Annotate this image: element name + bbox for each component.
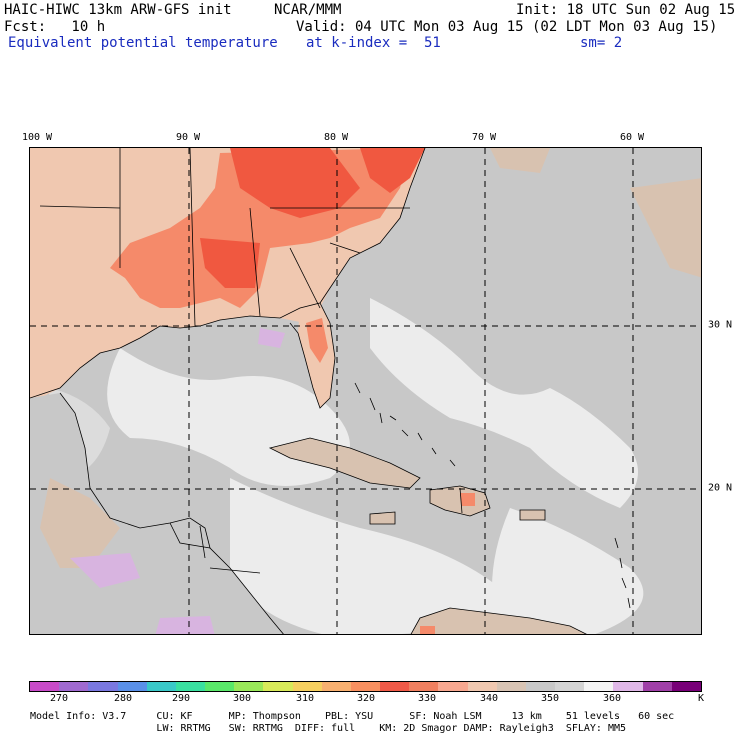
level-label: at k-index = 51 <box>306 35 441 51</box>
coastline <box>319 148 426 304</box>
colorbar-label: 320 <box>356 693 376 704</box>
colorbar-segment <box>234 682 264 691</box>
map-panel <box>29 147 702 635</box>
colorbar-label: 280 <box>113 693 133 704</box>
land-south-america <box>411 608 586 634</box>
colorbar-segment <box>438 682 468 691</box>
tan-zone <box>40 478 120 568</box>
colorbar-segment <box>263 682 293 691</box>
tan-zone <box>490 148 550 173</box>
warm-land-zone <box>420 626 435 634</box>
colorbar-unit: K <box>698 693 705 704</box>
light-ocean-area <box>492 508 644 634</box>
warm-land-zone <box>306 318 328 363</box>
light-ocean-area <box>230 478 504 634</box>
bahamas-islands <box>354 382 456 467</box>
lavender-zone <box>155 616 215 634</box>
colorbar-segment <box>146 682 176 691</box>
state-border <box>39 148 410 327</box>
lon-label-100w: 100 W <box>21 132 53 143</box>
colorbar-segment <box>642 682 672 691</box>
colorbar-segment <box>30 682 60 691</box>
coastline <box>59 392 284 634</box>
country-border <box>169 522 261 574</box>
colorbar-segment <box>409 682 439 691</box>
lavender-zone <box>70 553 140 588</box>
colorbar-label: 300 <box>232 693 252 704</box>
coastline <box>369 509 546 525</box>
colorbar <box>29 681 702 692</box>
hot-land-zone <box>230 148 360 218</box>
lesser-antilles-islands <box>614 537 631 609</box>
light-ocean-area <box>370 298 638 508</box>
model-title: HAIC-HIWC 13km ARW-GFS init <box>4 2 232 18</box>
coastline <box>268 437 421 489</box>
forecast-hour: Fcst: 10 h <box>4 19 106 35</box>
colorbar-segment <box>525 682 556 691</box>
colorbar-segment <box>205 682 235 691</box>
colorbar-label: 310 <box>295 693 315 704</box>
colorbar-segment <box>496 682 526 691</box>
coastline <box>429 485 491 517</box>
hot-land-zone <box>200 238 260 288</box>
colorbar-segment <box>380 682 410 691</box>
coastline <box>30 302 336 409</box>
colorbar-segment <box>671 682 701 691</box>
colorbar-label: 290 <box>171 693 191 704</box>
warm-land-zone <box>460 493 475 506</box>
colorbar-segment <box>350 682 381 691</box>
colorbar-label: 360 <box>602 693 622 704</box>
land-jamaica <box>370 512 395 524</box>
land-puerto-rico <box>520 510 545 520</box>
tan-zone <box>630 178 701 278</box>
lavender-zone <box>258 328 285 348</box>
lon-label-60w: 60 W <box>619 132 645 143</box>
smoothing-label: sm= 2 <box>580 35 623 51</box>
ocean-field <box>590 148 701 634</box>
colorbar-segment <box>555 682 585 691</box>
lon-label-80w: 80 W <box>323 132 349 143</box>
colorbar-segment <box>59 682 89 691</box>
colorbar-segment <box>88 682 118 691</box>
colorbar-segment <box>117 682 147 691</box>
model-info-line-1: Model Info: V3.7 CU: KF MP: Thompson PBL… <box>30 711 675 722</box>
lon-label-70w: 70 W <box>471 132 497 143</box>
colorbar-segment <box>175 682 206 691</box>
colorbar-label: 270 <box>49 693 69 704</box>
land-cuba <box>270 438 420 488</box>
lon-label-90w: 90 W <box>175 132 201 143</box>
map-canvas <box>30 148 701 634</box>
colorbar-label: 350 <box>540 693 560 704</box>
field-name: Equivalent potential temperature <box>8 35 278 51</box>
colorbar-segment <box>467 682 497 691</box>
colorbar-segment <box>321 682 351 691</box>
colorbar-label: 340 <box>479 693 499 704</box>
valid-time: Valid: 04 UTC Mon 03 Aug 15 (02 LDT Mon … <box>296 19 718 35</box>
colorbar-segment <box>584 682 614 691</box>
init-time: Init: 18 UTC Sun 02 Aug 15 <box>516 2 736 18</box>
org-label: NCAR/MMM <box>274 2 342 18</box>
model-info-line-2: LW: RRTMG SW: RRTMG DIFF: full KM: 2D Sm… <box>30 723 627 734</box>
coastline <box>410 607 587 634</box>
colorbar-segment <box>292 682 322 691</box>
lat-label-30n: 30 N <box>708 319 733 331</box>
colorbar-segment <box>613 682 643 691</box>
hot-land-zone <box>360 148 425 193</box>
lat-label-20n: 20 N <box>708 482 733 494</box>
colorbar-label: 330 <box>417 693 437 704</box>
